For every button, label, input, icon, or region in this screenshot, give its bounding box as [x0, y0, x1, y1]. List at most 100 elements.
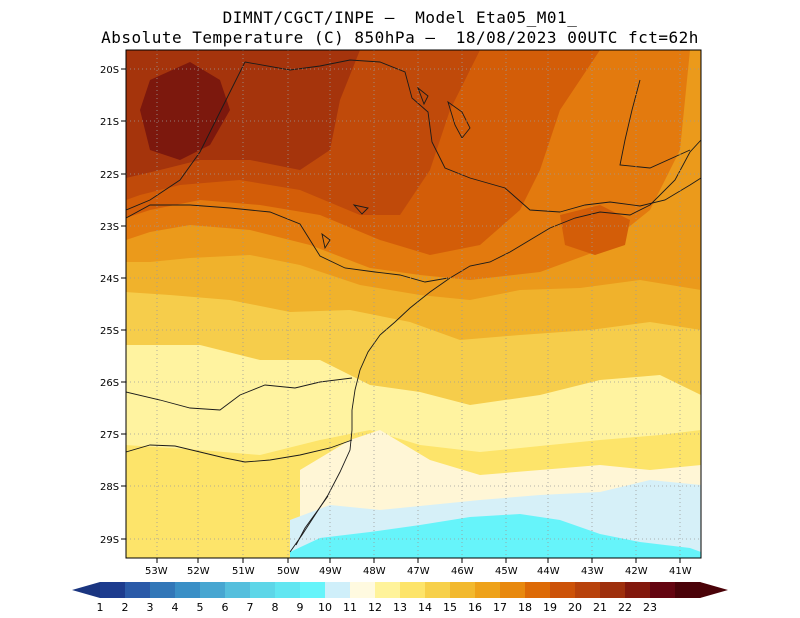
lon-labels: 53W 52W 51W 50W 49W 48W 47W 46W 45W 44W … [145, 566, 692, 577]
map-frame [125, 49, 702, 559]
colorbar-label: 14 [418, 601, 432, 614]
colorbar-overflow-arrow [700, 582, 728, 598]
rj-coast [559, 177, 701, 213]
colorbar-cell [250, 582, 276, 598]
colorbar-cell [125, 582, 151, 598]
lake-3 [321, 232, 331, 250]
lake-2 [417, 86, 429, 106]
colorbar-cell [525, 582, 551, 598]
colorbar-label: 22 [618, 601, 632, 614]
lagoon [295, 495, 329, 546]
colorbar-cell [425, 582, 451, 598]
lon-label-52w: 52W [187, 566, 210, 577]
graticule [126, 50, 701, 558]
state-border-sc-pr [126, 377, 353, 411]
temperature-field [126, 50, 701, 558]
boundaries [126, 59, 701, 553]
country-border-west [126, 61, 246, 211]
colorbar-cell [375, 582, 401, 598]
colorbar-cell [225, 582, 251, 598]
lon-label-48w: 48W [363, 566, 386, 577]
lon-label-43w: 43W [581, 566, 604, 577]
colorbar-label: 2 [122, 601, 129, 614]
colorbar-cell [575, 582, 601, 598]
colorbar-cell [450, 582, 476, 598]
colorbar-label: 13 [393, 601, 407, 614]
lat-axis [121, 68, 126, 540]
colorbar-cell [300, 582, 326, 598]
colorbar-cell [275, 582, 301, 598]
colorbar-cell [150, 582, 176, 598]
colorbar-label: 11 [343, 601, 357, 614]
lat-label-28s: 28S [100, 482, 119, 493]
colorbar-cell [650, 582, 676, 598]
lon-label-49w: 49W [319, 566, 342, 577]
lat-label-29s: 29S [100, 535, 119, 546]
colorbar-label: 15 [443, 601, 457, 614]
lon-label-47w: 47W [407, 566, 430, 577]
colorbar-label: 9 [297, 601, 304, 614]
lat-label-22s: 22S [100, 170, 119, 181]
colorbar-label: 21 [593, 601, 607, 614]
colorbar: 1 2 3 4 5 6 7 8 9 10 11 12 13 14 15 16 17 18 19 20 21 22 23 [72, 582, 728, 614]
lat-label-27s: 27S [100, 430, 119, 441]
lat-labels: 20S 21S 22S 23S 24S 25S 26S 27S 28S 29S [100, 65, 119, 546]
colorbar-cell [400, 582, 426, 598]
lake-4 [352, 204, 369, 215]
lat-label-26s: 26S [100, 378, 119, 389]
es-border [619, 79, 691, 169]
colorbar-cell [675, 582, 701, 598]
colorbar-label: 20 [568, 601, 582, 614]
lake-1 [447, 100, 471, 139]
colorbar-cell [550, 582, 576, 598]
colorbar-label: 1 [97, 601, 104, 614]
colorbar-label: 4 [172, 601, 179, 614]
colorbar-cell [500, 582, 526, 598]
lon-label-50w: 50W [277, 566, 300, 577]
colorbar-label: 6 [222, 601, 229, 614]
lon-label-51w: 51W [232, 566, 255, 577]
colorbar-label: 16 [468, 601, 482, 614]
colorbar-cell [325, 582, 351, 598]
colorbar-label: 7 [247, 601, 254, 614]
colorbar-label: 10 [318, 601, 332, 614]
band-10 [290, 514, 701, 558]
colorbar-label: 8 [272, 601, 279, 614]
lat-label-25s: 25S [100, 326, 119, 337]
state-border-rs-sc [126, 439, 353, 463]
state-border-mg-sp [244, 59, 561, 213]
lon-axis [156, 558, 681, 563]
coastline [289, 139, 701, 553]
map-subtitle: Absolute Temperature (C) 850hPa – 18/08/… [101, 28, 699, 47]
lon-label-42w: 42W [625, 566, 648, 577]
lat-label-24s: 24S [100, 274, 119, 285]
colorbar-label: 19 [543, 601, 557, 614]
colorbar-cell [350, 582, 376, 598]
lat-label-20s: 20S [100, 65, 119, 76]
colorbar-underflow-arrow [72, 582, 100, 598]
colorbar-label: 18 [518, 601, 532, 614]
colorbar-label: 17 [493, 601, 507, 614]
lon-label-53w: 53W [145, 566, 168, 577]
colorbar-cell [200, 582, 226, 598]
colorbar-cell [100, 582, 126, 598]
lon-label-41w: 41W [669, 566, 692, 577]
colorbar-cell [475, 582, 501, 598]
colorbar-label: 5 [197, 601, 204, 614]
colorbar-label: 23 [643, 601, 657, 614]
colorbar-label: 3 [147, 601, 154, 614]
map-title: DIMNT/CGCT/INPE – Model Eta05_M01_ [222, 8, 578, 27]
colorbar-cell [625, 582, 651, 598]
colorbar-label: 12 [368, 601, 382, 614]
lat-label-21s: 21S [100, 117, 119, 128]
lon-label-44w: 44W [537, 566, 560, 577]
lat-label-23s: 23S [100, 222, 119, 233]
colorbar-cell [175, 582, 201, 598]
state-border-pr-sp [126, 204, 449, 283]
band-22 [140, 62, 230, 160]
lon-label-46w: 46W [451, 566, 474, 577]
lon-label-45w: 45W [495, 566, 518, 577]
band-14-south [126, 462, 260, 505]
colorbar-cell [600, 582, 626, 598]
